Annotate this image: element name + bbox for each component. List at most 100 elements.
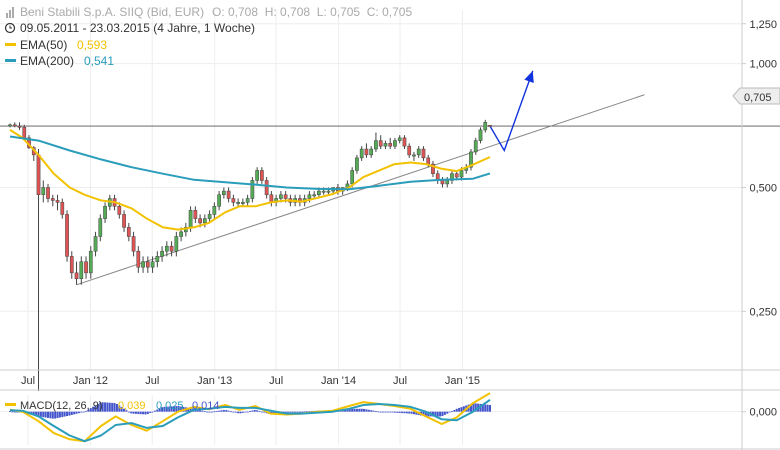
candle — [8, 123, 12, 128]
macd-histogram-bar — [363, 408, 366, 412]
candle — [416, 146, 421, 158]
macd-histogram-bar — [296, 411, 299, 413]
candle-body — [307, 194, 312, 199]
macd-histogram-bar — [70, 411, 73, 415]
macd-histogram-bar — [455, 408, 458, 412]
macd-histogram-bar — [175, 406, 178, 412]
macd-histogram-bar — [168, 406, 171, 412]
macd-histogram-bar — [144, 411, 147, 415]
macd-histogram-bar — [142, 411, 145, 415]
period-row: 09.05.2011 - 23.03.2015 (4 Jahre, 1 Woch… — [4, 21, 255, 35]
candle — [464, 164, 469, 174]
candle — [17, 122, 22, 130]
macd-histogram-bar — [450, 411, 453, 413]
candle — [46, 183, 50, 203]
macd-legend: MACD(12, 26, 9) 0,039 0,025 0,014 — [5, 400, 220, 412]
candle-body — [393, 140, 397, 147]
macd-histogram-bar — [405, 411, 408, 414]
ema50-line — [9, 129, 491, 231]
candle — [84, 256, 88, 279]
macd-histogram-bar — [92, 406, 95, 412]
candle — [226, 187, 231, 203]
candle — [374, 132, 378, 152]
macd-histogram-bar — [393, 411, 396, 413]
macd-histogram-bar — [196, 409, 199, 412]
candle — [193, 206, 198, 223]
candle — [74, 261, 79, 285]
candle — [421, 146, 426, 161]
candle-body — [155, 256, 160, 262]
candle — [93, 231, 98, 257]
candle-body — [359, 148, 364, 159]
candle-body — [378, 140, 383, 147]
forecast-arrow — [489, 70, 534, 153]
macd-histogram-bar — [82, 411, 85, 413]
candle-body — [174, 236, 179, 252]
candle — [364, 143, 369, 158]
macd-histogram-bar — [441, 411, 444, 417]
macd-histogram-bar — [384, 411, 387, 413]
candle — [236, 198, 240, 207]
candle — [369, 146, 374, 158]
macd-histogram-bar — [87, 409, 90, 412]
candle — [131, 231, 136, 257]
candle — [207, 210, 212, 223]
price-panel — [0, 70, 780, 392]
macd-histogram-bar — [253, 409, 256, 412]
candle-body — [141, 261, 145, 268]
macd-histogram-bar — [101, 402, 104, 412]
macd-histogram-bar — [436, 411, 439, 417]
macd-histogram-bar — [289, 411, 292, 413]
macd-histogram-bar — [434, 411, 437, 417]
macd-histogram-bar — [398, 411, 401, 413]
candle — [222, 187, 226, 199]
candle — [469, 149, 473, 171]
macd-histogram-bar — [111, 402, 114, 412]
candle-body — [160, 250, 164, 257]
candle — [12, 122, 17, 128]
last-price-label: 0,705 — [744, 92, 772, 104]
macd-histogram-bar — [301, 411, 304, 413]
macd-histogram-bar — [251, 410, 254, 412]
macd-histogram-bar — [234, 411, 237, 413]
candle-body — [60, 202, 65, 215]
macd-histogram-bar — [47, 411, 50, 418]
macd-histogram-bar — [469, 403, 472, 412]
candle-body — [283, 194, 288, 199]
macd-histogram-bar — [115, 403, 118, 412]
candle-body — [450, 173, 454, 181]
macd-histogram-bar — [77, 411, 80, 414]
candle-body — [374, 140, 378, 150]
macd-histogram-bar — [42, 411, 45, 418]
macd-histogram-bar — [137, 411, 140, 414]
x-tick-label: Jul — [393, 375, 407, 387]
macd-histogram-bar — [120, 407, 123, 412]
y-tick-label: 1,250 — [749, 19, 777, 31]
macd-histogram-bar — [187, 407, 190, 412]
candle-body — [50, 198, 55, 201]
macd-histogram-bar — [165, 406, 168, 412]
candle-body — [207, 214, 212, 219]
macd-histogram-bar — [139, 411, 142, 415]
candle-body — [69, 256, 74, 274]
candle-body — [483, 122, 488, 131]
candle-body — [22, 127, 27, 139]
candle-body — [231, 198, 236, 203]
macd-histogram-bar — [132, 411, 135, 414]
macd-histogram-bar — [213, 411, 216, 413]
candle — [393, 137, 397, 150]
candle-body — [402, 137, 407, 147]
candle — [478, 127, 483, 144]
macd-histogram-bar — [453, 410, 456, 412]
macd-label: MACD(12, 26, 9) — [20, 400, 103, 412]
candle-body — [397, 137, 402, 141]
candle — [79, 256, 84, 285]
candle-body — [84, 261, 88, 274]
candle — [155, 251, 160, 268]
macd-histogram-bar — [151, 411, 154, 413]
candle-body — [36, 154, 41, 196]
candle-body — [426, 157, 431, 165]
ema200-legend: EMA(200) 0,541 — [5, 54, 114, 68]
candle — [274, 194, 278, 207]
